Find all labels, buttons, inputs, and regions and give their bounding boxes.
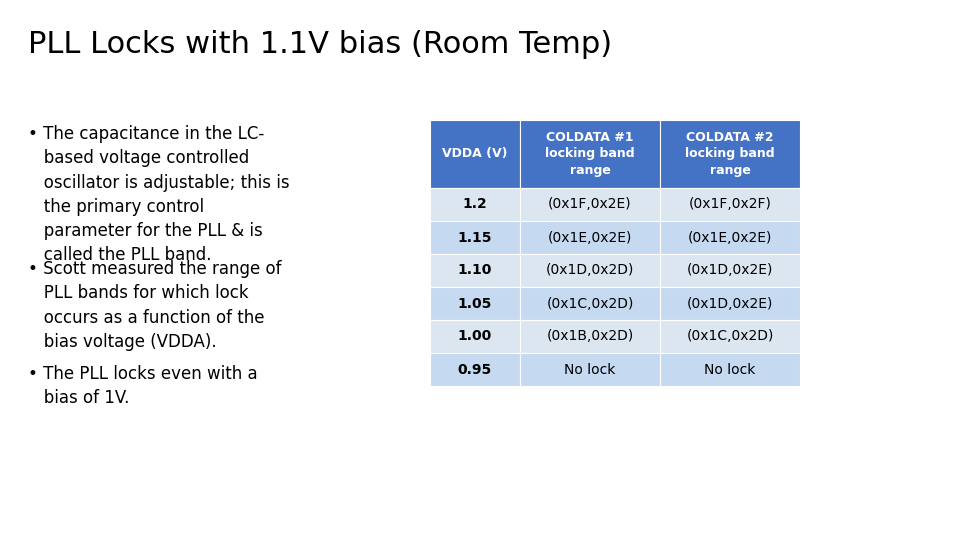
Bar: [520, 221, 660, 254]
Text: • The PLL locks even with a
   bias of 1V.: • The PLL locks even with a bias of 1V.: [28, 365, 257, 407]
Text: • The capacitance in the LC-
   based voltage controlled
   oscillator is adjust: • The capacitance in the LC- based volta…: [28, 125, 290, 265]
Bar: [660, 254, 800, 287]
Bar: [430, 353, 520, 386]
Text: (0x1D,0x2E): (0x1D,0x2E): [686, 296, 773, 310]
Text: (0x1B,0x2D): (0x1B,0x2D): [546, 329, 634, 343]
Text: 1.10: 1.10: [458, 264, 492, 278]
Text: PLL Locks with 1.1V bias (Room Temp): PLL Locks with 1.1V bias (Room Temp): [28, 30, 612, 59]
Bar: [660, 353, 800, 386]
Text: 1.05: 1.05: [458, 296, 492, 310]
Bar: [520, 287, 660, 320]
Text: (0x1F,0x2F): (0x1F,0x2F): [688, 198, 772, 212]
Text: (0x1D,0x2E): (0x1D,0x2E): [686, 264, 773, 278]
Text: (0x1C,0x2D): (0x1C,0x2D): [546, 296, 634, 310]
Bar: [430, 287, 520, 320]
Text: (0x1E,0x2E): (0x1E,0x2E): [548, 231, 633, 245]
Text: 0.95: 0.95: [458, 362, 492, 376]
Bar: [660, 287, 800, 320]
Bar: [520, 353, 660, 386]
Bar: [430, 188, 520, 221]
Text: COLDATA #1
locking band
range: COLDATA #1 locking band range: [545, 131, 635, 177]
Text: (0x1F,0x2E): (0x1F,0x2E): [548, 198, 632, 212]
Bar: [520, 320, 660, 353]
Text: 1.15: 1.15: [458, 231, 492, 245]
Bar: [520, 254, 660, 287]
Bar: [520, 120, 660, 188]
Bar: [520, 188, 660, 221]
Text: VDDA (V): VDDA (V): [443, 147, 508, 160]
Text: (0x1C,0x2D): (0x1C,0x2D): [686, 329, 774, 343]
Bar: [660, 120, 800, 188]
Text: (0x1E,0x2E): (0x1E,0x2E): [687, 231, 772, 245]
Bar: [430, 254, 520, 287]
Bar: [660, 221, 800, 254]
Text: COLDATA #2
locking band
range: COLDATA #2 locking band range: [685, 131, 775, 177]
Bar: [430, 120, 520, 188]
Text: No lock: No lock: [705, 362, 756, 376]
Bar: [660, 188, 800, 221]
Bar: [430, 320, 520, 353]
Text: (0x1D,0x2D): (0x1D,0x2D): [546, 264, 635, 278]
Bar: [430, 221, 520, 254]
Bar: [660, 320, 800, 353]
Text: 1.2: 1.2: [463, 198, 488, 212]
Text: No lock: No lock: [564, 362, 615, 376]
Text: • Scott measured the range of
   PLL bands for which lock
   occurs as a functio: • Scott measured the range of PLL bands …: [28, 260, 281, 351]
Text: 1.00: 1.00: [458, 329, 492, 343]
